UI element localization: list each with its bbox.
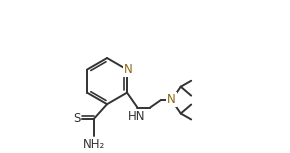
Text: N: N (167, 93, 176, 106)
Text: S: S (73, 112, 81, 125)
Text: N: N (123, 63, 132, 76)
Text: HN: HN (128, 110, 146, 123)
Text: NH₂: NH₂ (83, 138, 105, 151)
